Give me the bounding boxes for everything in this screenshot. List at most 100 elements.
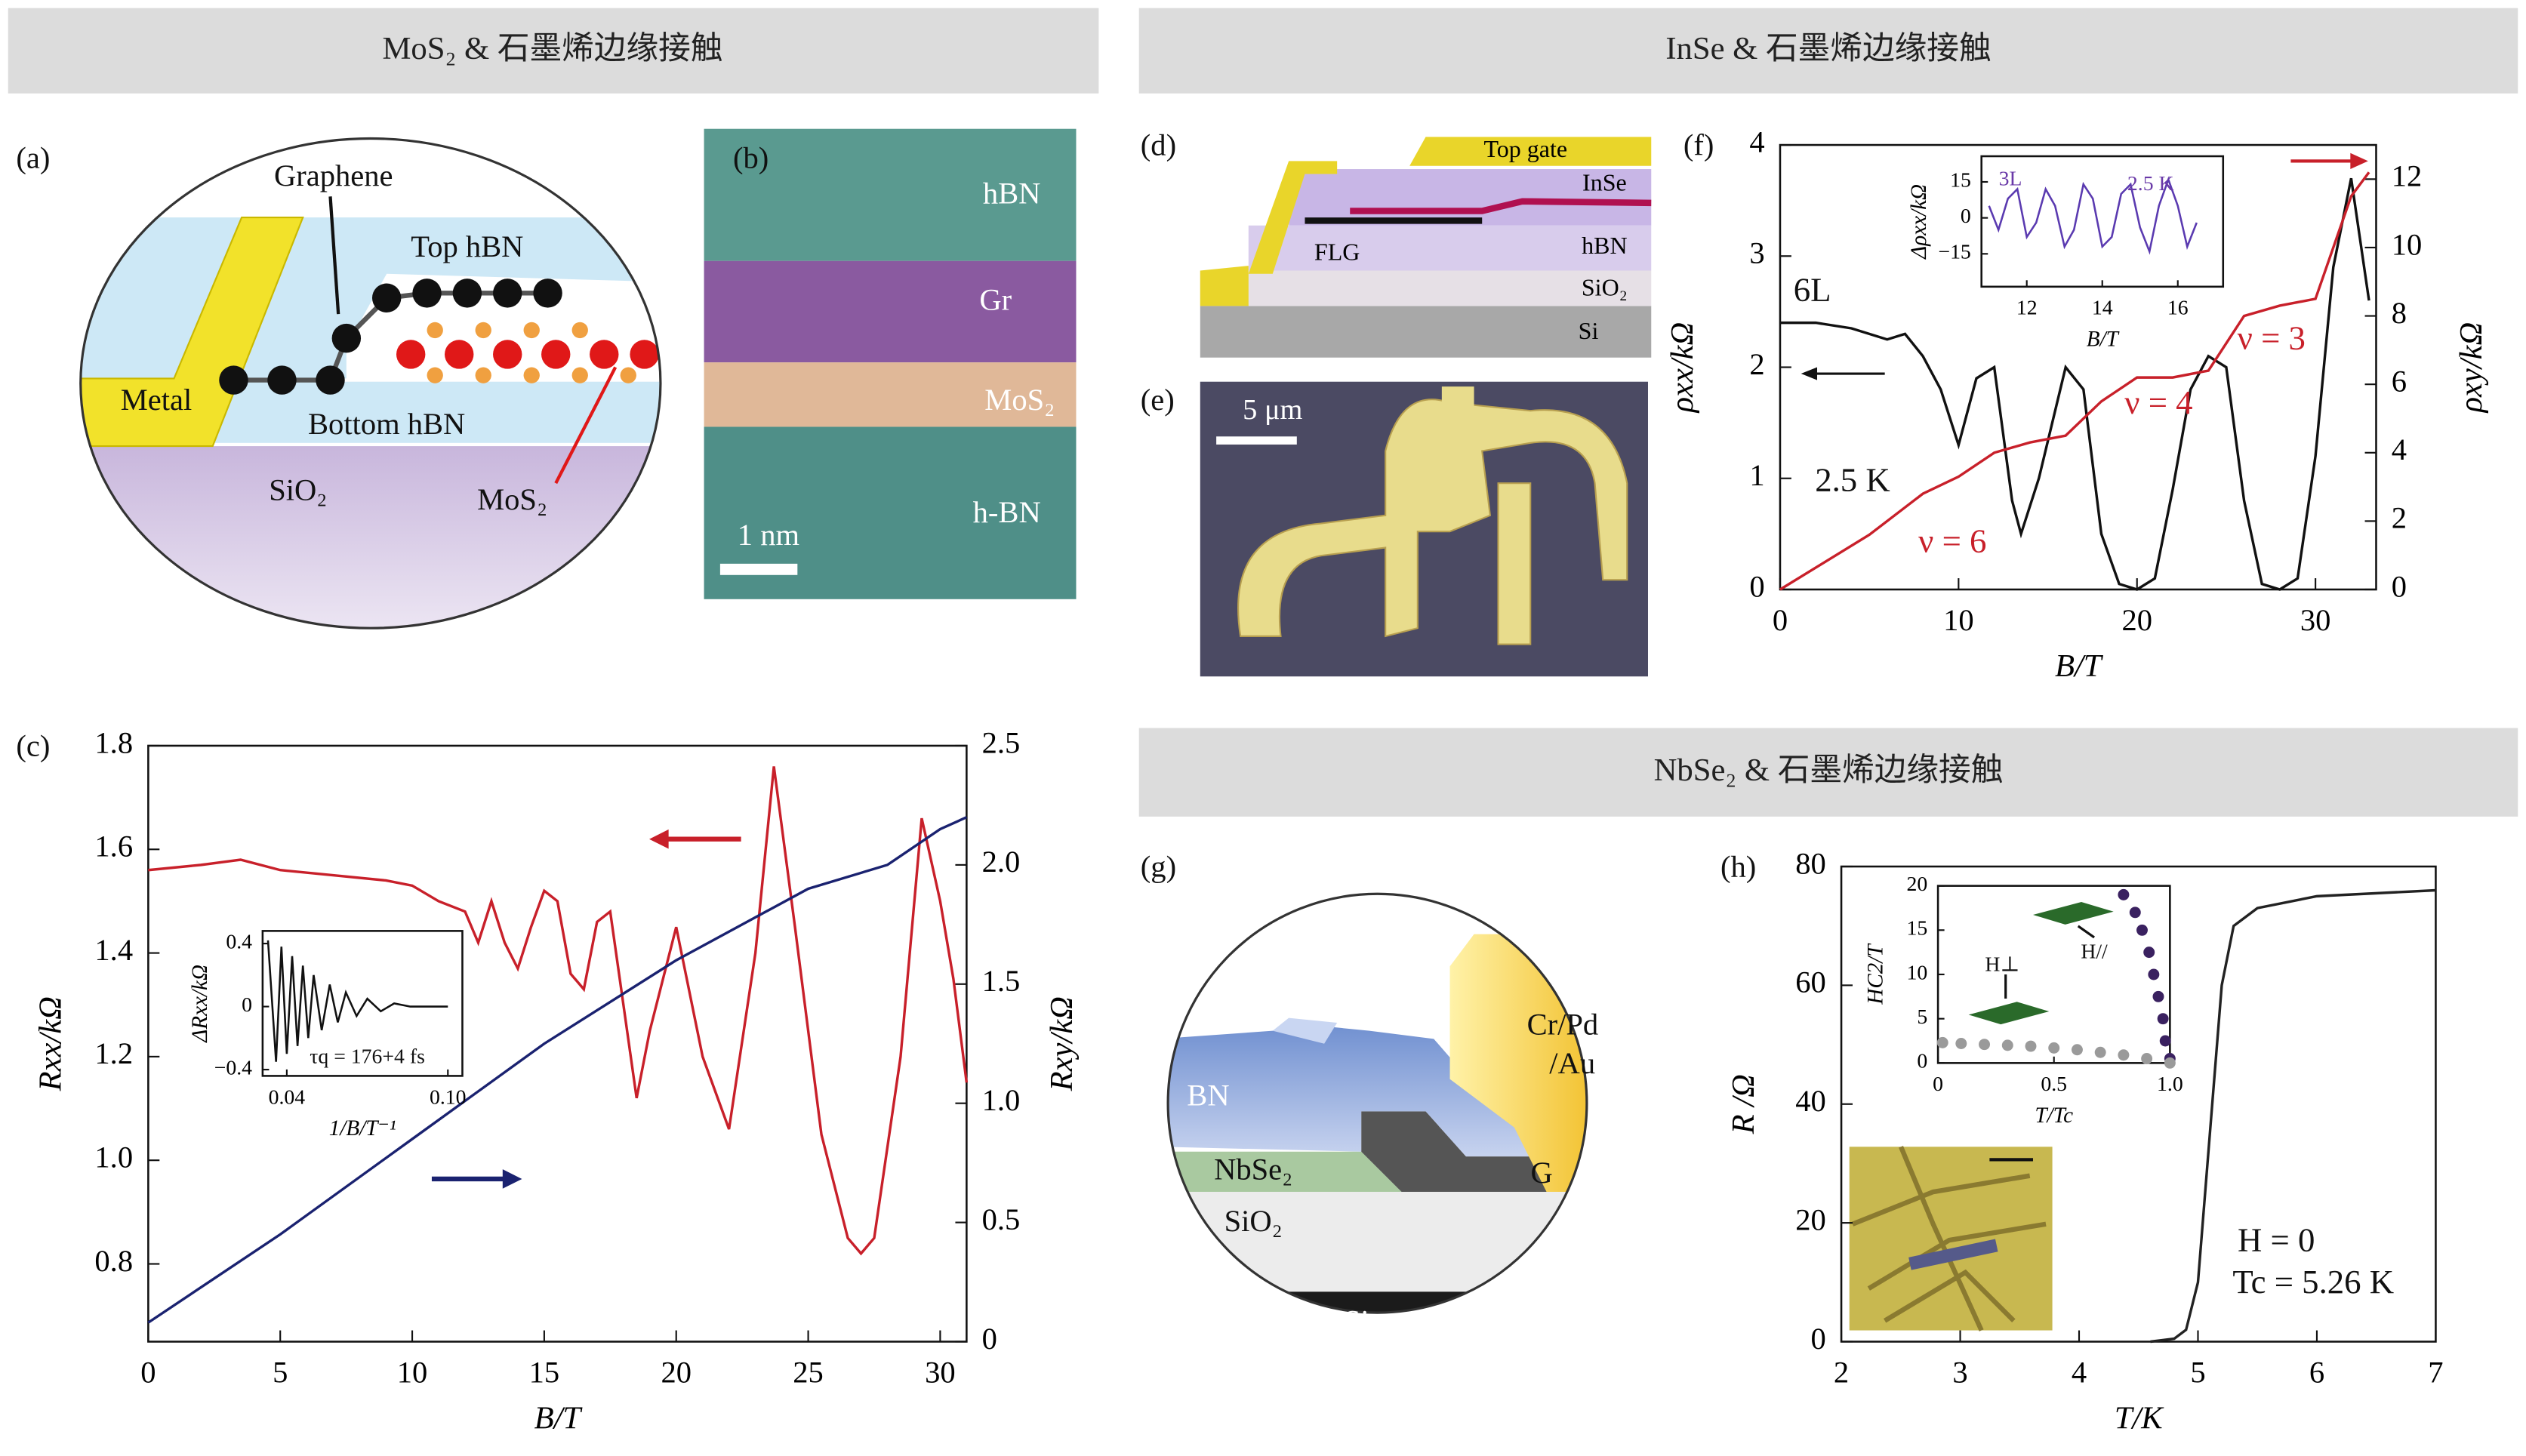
label: NbSe₂ [1214, 1153, 1292, 1187]
label: G [1531, 1156, 1553, 1190]
tem-image [704, 128, 1077, 599]
x-tick-label: 20 [661, 1355, 692, 1389]
panel-label: (e) [1141, 383, 1175, 417]
x-axis-label: T/K [2115, 1401, 2164, 1436]
y-axis-label: HC2/T [1863, 943, 1887, 1005]
chart: 0 0.5 1.0 0 5 10 15 20 T/Tc HC2/T H⊥ H// [1863, 873, 2183, 1128]
annotation: ν = 4 [2124, 383, 2192, 421]
x-tick-label: 30 [925, 1355, 956, 1389]
y-tick-label: 10 [1906, 961, 1927, 984]
y-tick-label: 3 [1749, 236, 1764, 270]
y2-tick-label: 1.0 [982, 1083, 1021, 1117]
y2-tick-label: 1.5 [982, 964, 1021, 998]
y2-tick-label: 0.5 [982, 1202, 1021, 1236]
label: Si [1579, 317, 1599, 344]
label: MoS₂ [984, 383, 1055, 417]
x-tick-label: 30 [2300, 603, 2331, 637]
label: SiO₂ [1224, 1204, 1283, 1238]
y-tick-label: 40 [1795, 1084, 1826, 1118]
annotation: Tc = 5.26 K [2232, 1263, 2394, 1301]
x-tick-label: 25 [793, 1355, 824, 1389]
section-bar [8, 8, 1099, 94]
y-tick-label: 20 [1906, 873, 1927, 896]
annotation: ν = 6 [1918, 522, 1986, 560]
data-point [1979, 1039, 1991, 1051]
arrowhead [2350, 152, 2368, 170]
y2-axis-label: ρxy/kΩ [2454, 322, 2489, 414]
data-point [2071, 1044, 2083, 1056]
x-tick-label: 15 [529, 1355, 560, 1389]
data-point [2025, 1040, 2037, 1052]
annotation: 2.5 K [2127, 172, 2174, 195]
y-tick-label: 1.4 [94, 933, 133, 967]
x-tick-label: 16 [2167, 297, 2189, 320]
data-line [2150, 888, 2436, 1344]
data-line [1779, 177, 2370, 591]
annotation: 3L [1999, 167, 2022, 190]
arrowhead [502, 1169, 522, 1189]
y-tick-label: 20 [1795, 1202, 1826, 1236]
data-line [1779, 171, 2370, 591]
data-point [2118, 1049, 2130, 1061]
x-tick-label: 0.5 [2041, 1073, 2067, 1096]
x-tick-label: 4 [2072, 1355, 2087, 1389]
y-axis-label: ρxx/kΩ [1665, 322, 1700, 414]
y-tick-label: 1.0 [94, 1140, 133, 1174]
annotation: H⊥ [1985, 953, 2019, 977]
y2-tick-label: 6 [2392, 364, 2407, 398]
data-point [2157, 1013, 2169, 1025]
data-line [148, 766, 969, 1256]
x-tick-label: 14 [2092, 297, 2113, 320]
label: hBN [1582, 232, 1627, 259]
y-tick-label: −0.4 [214, 1056, 252, 1079]
y-tick-label: 60 [1795, 965, 1826, 999]
panel-label: (d) [1141, 128, 1176, 162]
section-title: MoS₂ & 石墨烯边缘接触 [382, 31, 722, 66]
label: BN [1187, 1079, 1229, 1113]
y-tick-label: 0.8 [94, 1244, 133, 1278]
y-tick-label: 0 [1961, 205, 1971, 228]
arrow [2077, 925, 2095, 939]
y-tick-label: 0 [1749, 569, 1764, 603]
chart: 12 14 16 −15 0 15 B/T Δρxx/kΩ 3L 2.5 K [1907, 155, 2225, 352]
y-tick-label: 0 [1917, 1050, 1927, 1073]
icon [2032, 901, 2114, 925]
data-point [2141, 1053, 2153, 1064]
data-point [2048, 1042, 2060, 1054]
annotation: 6L [1794, 271, 1831, 309]
panel-label: (f) [1683, 128, 1714, 162]
x-tick-label: 0 [140, 1355, 156, 1389]
x-tick-label: 0.04 [269, 1085, 306, 1109]
y2-tick-label: 10 [2392, 227, 2423, 261]
y-tick-label: 2 [1749, 347, 1764, 381]
y-axis-label: ΔRxx/kΩ [188, 965, 212, 1043]
panel-label: (a) [16, 141, 50, 175]
x-tick-label: 2 [1834, 1355, 1849, 1389]
x-tick-label: 1.0 [2157, 1073, 2183, 1096]
y-tick-label: 1.8 [94, 725, 133, 759]
data-point [2143, 947, 2155, 959]
x-tick-label: 0 [1933, 1073, 1943, 1096]
arrow [554, 366, 618, 485]
label: Metal [121, 383, 193, 417]
x-axis-label: B/T [534, 1401, 584, 1436]
x-tick-label: 5 [273, 1355, 288, 1389]
data-point [2148, 968, 2160, 980]
data-point [2001, 1039, 2013, 1051]
plot-frame [147, 744, 968, 1343]
label: hBN [983, 177, 1041, 211]
x-axis-label: B/T [2055, 648, 2104, 684]
label: h-BN [973, 495, 1041, 529]
y2-tick-label: 4 [2392, 432, 2407, 466]
x-axis-label: 1/B/T⁻¹ [329, 1116, 396, 1140]
label: Top hBN [411, 229, 523, 263]
x-axis-label: B/T [2087, 328, 2120, 352]
label: /Au [1549, 1046, 1595, 1080]
y2-tick-label: 8 [2392, 296, 2407, 330]
y-tick-label: 80 [1795, 846, 1826, 880]
label: Cr/Pd [1527, 1008, 1599, 1042]
y-tick-label: 0 [242, 993, 252, 1017]
y2-tick-label: 0 [982, 1322, 997, 1356]
y-tick-label: 1.6 [94, 830, 133, 863]
y-tick-label: 5 [1917, 1005, 1927, 1029]
